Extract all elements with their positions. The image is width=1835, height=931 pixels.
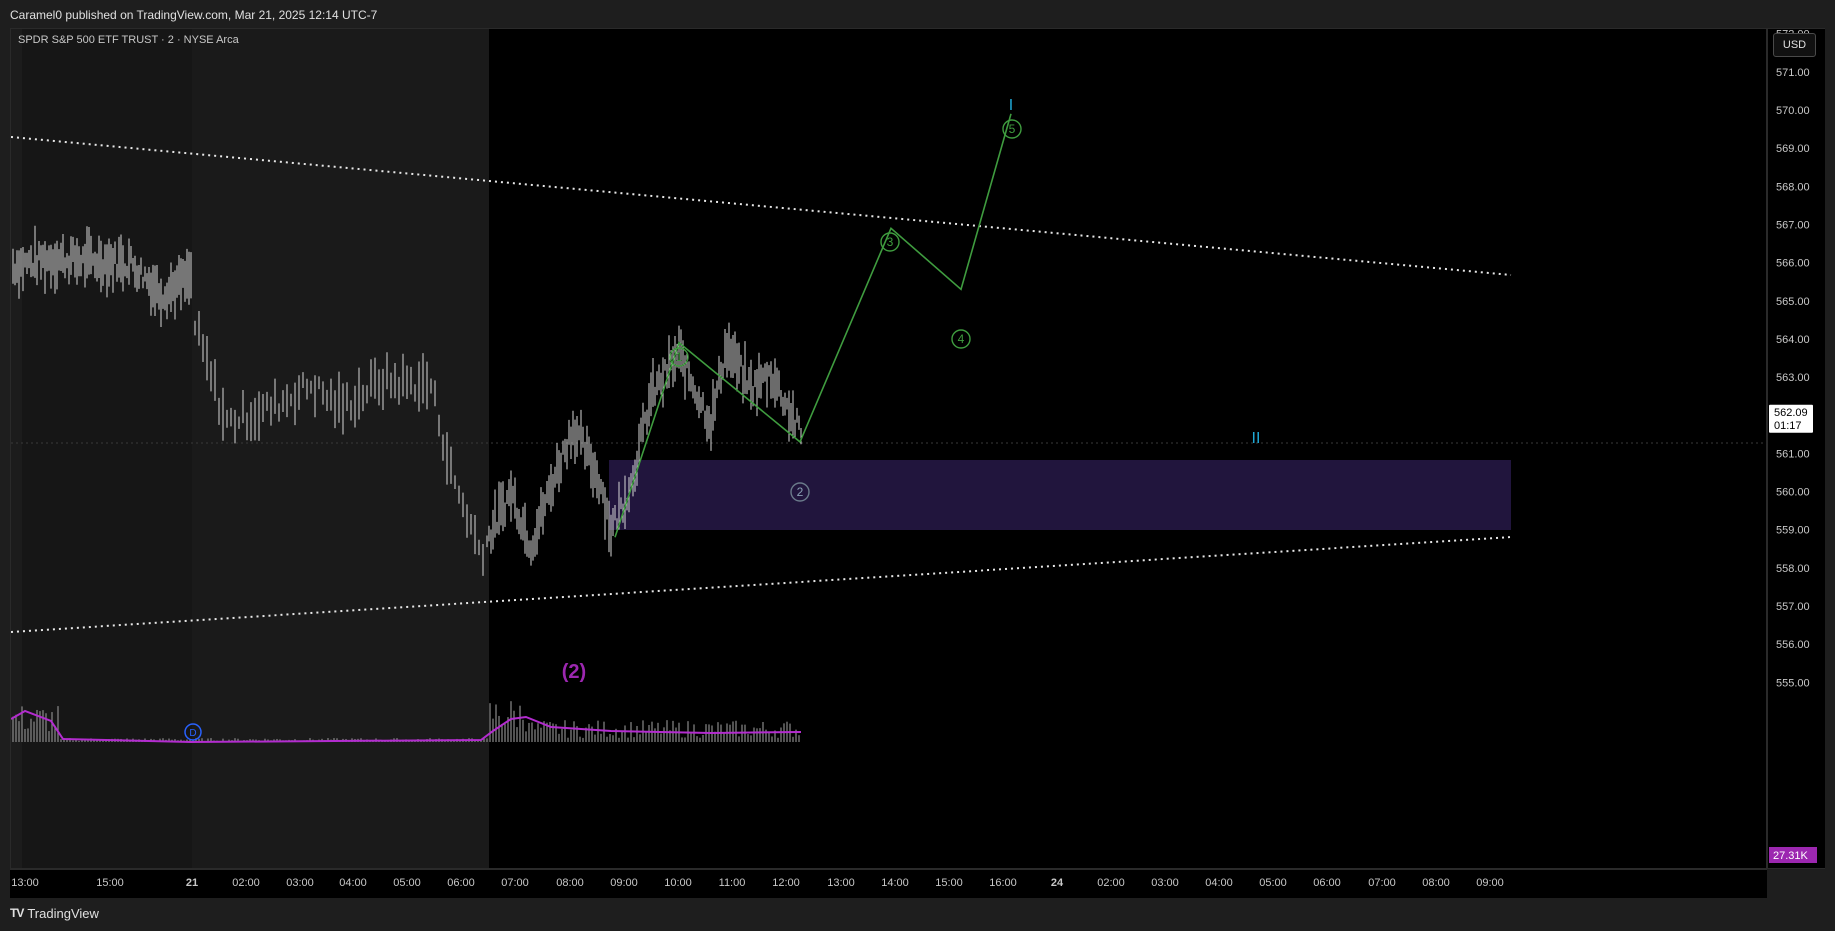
tradingview-logo-icon: TV — [10, 906, 24, 920]
current-price-value: 562.09 — [1774, 407, 1808, 419]
time-tick-label: 13:00 — [827, 877, 855, 889]
time-tick-label: 04:00 — [339, 877, 367, 889]
dividend-marker-label: D — [189, 728, 196, 739]
volume-ma-line — [11, 709, 802, 744]
price-tick-label: 565.00 — [1776, 296, 1810, 308]
footer-brand-text: TradingView — [27, 905, 99, 921]
time-tick-label: 06:00 — [447, 877, 475, 889]
time-tick-label: 05:00 — [1259, 877, 1287, 889]
time-axis-scale: 13:00 15:00 21 02:00 03:00 04:00 05:00 06:00 07:… — [11, 877, 1504, 889]
lower-trendline[interactable] — [11, 536, 1512, 633]
wave-marker-circle[interactable] — [669, 347, 689, 367]
bar-countdown: 01:17 — [1774, 420, 1802, 432]
price-tick-label: 555.00 — [1776, 677, 1810, 689]
price-tick-label: 566.00 — [1776, 258, 1810, 270]
volume-tag — [1769, 847, 1817, 863]
wave-markers[interactable]: 1 2 3 4 5 — [669, 119, 1022, 502]
time-tick-label: 05:00 — [393, 877, 421, 889]
price-tick-label: 561.00 — [1776, 448, 1810, 460]
wave-marker-circle[interactable] — [1002, 119, 1022, 139]
time-tick-label: 10:00 — [664, 877, 692, 889]
price-chart[interactable]: 1 2 3 4 5 I II (2) D — [11, 29, 1767, 869]
price-bars — [12, 225, 802, 576]
time-tick-label: 21 — [186, 877, 198, 889]
time-tick-label: 08:00 — [556, 877, 584, 889]
price-tick-label: 563.00 — [1776, 372, 1810, 384]
price-axis[interactable]: 572.00571.00570.00569.00568.00567.00566.… — [1767, 28, 1825, 869]
time-tick-label: 15:00 — [935, 877, 963, 889]
wave-marker-label: 4 — [958, 332, 965, 346]
price-tick-label: 569.00 — [1776, 143, 1810, 155]
current-price-tag — [1769, 404, 1813, 433]
price-tick-label: 570.00 — [1776, 105, 1810, 117]
symbol-title[interactable]: SPDR S&P 500 ETF TRUST · 2 · NYSE Arca — [18, 34, 239, 46]
time-tick-label: 03:00 — [286, 877, 314, 889]
wave-marker-label: 3 — [887, 235, 894, 249]
price-tick-label: 568.00 — [1776, 181, 1810, 193]
price-tick-label: 558.00 — [1776, 563, 1810, 575]
currency-button[interactable]: USD — [1773, 33, 1816, 57]
price-tick-label: 556.00 — [1776, 639, 1810, 651]
time-tick-label: 24 — [1051, 877, 1064, 889]
wave-marker-label: 1 — [676, 350, 683, 364]
time-tick-label: 09:00 — [1476, 877, 1504, 889]
time-tick-label: 07:00 — [501, 877, 529, 889]
elliott-wave-line[interactable] — [614, 113, 1012, 538]
price-tick-label: 557.00 — [1776, 601, 1810, 613]
time-tick-label: 14:00 — [881, 877, 909, 889]
time-axis[interactable]: 13:00 15:00 21 02:00 03:00 04:00 05:00 06:00 07:… — [10, 869, 1767, 898]
price-axis-scale: 572.00571.00570.00569.00568.00567.00566.… — [1769, 29, 1817, 863]
wave-marker-label: 2 — [797, 485, 804, 499]
volume-value: 27.31K — [1773, 850, 1809, 862]
dividend-marker-circle[interactable] — [184, 723, 202, 741]
time-tick-label: 06:00 — [1313, 877, 1341, 889]
cycle-label-i[interactable]: I — [1009, 97, 1013, 114]
time-tick-label: 02:00 — [1097, 877, 1125, 889]
price-tick-label: 571.00 — [1776, 67, 1810, 79]
wave-marker-circle[interactable] — [880, 232, 900, 252]
session-gap-shade — [192, 29, 489, 868]
wave-marker-circle[interactable] — [790, 482, 810, 502]
price-tick-label: 559.00 — [1776, 525, 1810, 537]
cycle-label-ii[interactable]: II — [1252, 430, 1261, 447]
chart-pane[interactable]: 1 2 3 4 5 I II (2) D — [10, 28, 1767, 869]
price-tick-label: 567.00 — [1776, 219, 1810, 231]
footer-brand[interactable]: TV TradingView — [10, 903, 99, 923]
publish-header: Caramel0 published on TradingView.com, M… — [10, 8, 378, 22]
time-tick-label: 02:00 — [232, 877, 260, 889]
upper-trendline[interactable] — [11, 136, 1512, 276]
time-tick-label: 03:00 — [1151, 877, 1179, 889]
time-tick-label: 13:00 — [11, 877, 39, 889]
time-tick-label: 08:00 — [1422, 877, 1450, 889]
time-tick-label: 12:00 — [772, 877, 800, 889]
price-tick-label: 560.00 — [1776, 487, 1810, 499]
pre-session-shade — [11, 29, 192, 868]
support-zone[interactable] — [609, 460, 1511, 530]
time-tick-label: 04:00 — [1205, 877, 1233, 889]
time-tick-label: 09:00 — [610, 877, 638, 889]
left-edge-shade — [11, 29, 22, 868]
price-tick-label: 564.00 — [1776, 334, 1810, 346]
time-tick-label: 16:00 — [989, 877, 1017, 889]
time-tick-label: 11:00 — [719, 877, 746, 889]
correction-label[interactable]: (2) — [562, 661, 586, 683]
wave-marker-circle[interactable] — [951, 329, 971, 349]
wave-marker-label: 5 — [1009, 122, 1016, 136]
time-tick-label: 07:00 — [1368, 877, 1396, 889]
time-tick-label: 15:00 — [96, 877, 124, 889]
